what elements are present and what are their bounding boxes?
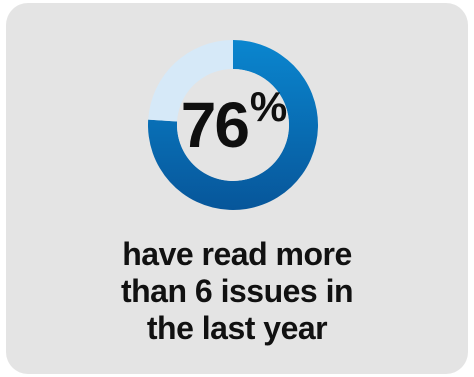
donut-slice-remainder: [148, 40, 233, 122]
donut-hole: [177, 69, 289, 181]
stat-caption: have read more than 6 issues in the last…: [0, 236, 474, 347]
caption-line-3: the last year: [146, 310, 328, 346]
caption-line-1: have read more: [122, 236, 352, 272]
caption-line-2: than 6 issues in: [120, 273, 354, 309]
percent-sign: %: [249, 83, 287, 130]
donut-slice-highlight: [148, 40, 318, 210]
percentage-value: 76: [180, 89, 250, 161]
donut-chart: [148, 40, 318, 210]
center-percentage: 76 %: [148, 40, 318, 210]
